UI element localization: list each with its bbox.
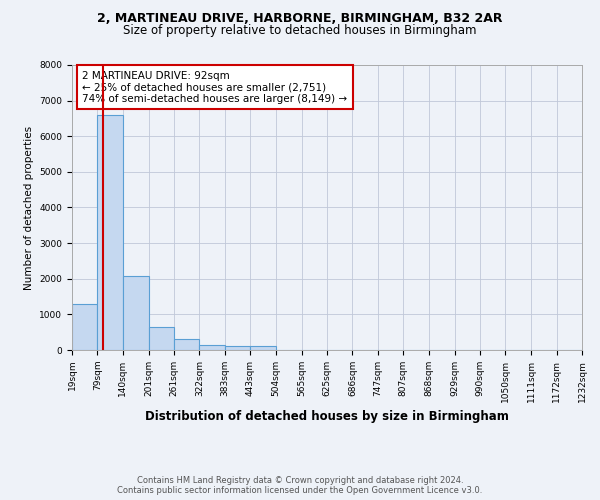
Bar — [225, 346, 250, 350]
X-axis label: Distribution of detached houses by size in Birmingham: Distribution of detached houses by size … — [145, 410, 509, 423]
Bar — [97, 115, 123, 350]
Bar — [72, 304, 97, 350]
Text: 2 MARTINEAU DRIVE: 92sqm
← 25% of detached houses are smaller (2,751)
74% of sem: 2 MARTINEAU DRIVE: 92sqm ← 25% of detach… — [82, 70, 347, 104]
Bar — [174, 340, 199, 350]
Text: 2, MARTINEAU DRIVE, HARBORNE, BIRMINGHAM, B32 2AR: 2, MARTINEAU DRIVE, HARBORNE, BIRMINGHAM… — [97, 12, 503, 26]
Bar — [123, 276, 149, 350]
Bar — [250, 346, 276, 350]
Text: Size of property relative to detached houses in Birmingham: Size of property relative to detached ho… — [123, 24, 477, 37]
Text: Contains HM Land Registry data © Crown copyright and database right 2024.
Contai: Contains HM Land Registry data © Crown c… — [118, 476, 482, 495]
Y-axis label: Number of detached properties: Number of detached properties — [24, 126, 34, 290]
Bar — [199, 344, 225, 350]
Bar — [149, 327, 174, 350]
